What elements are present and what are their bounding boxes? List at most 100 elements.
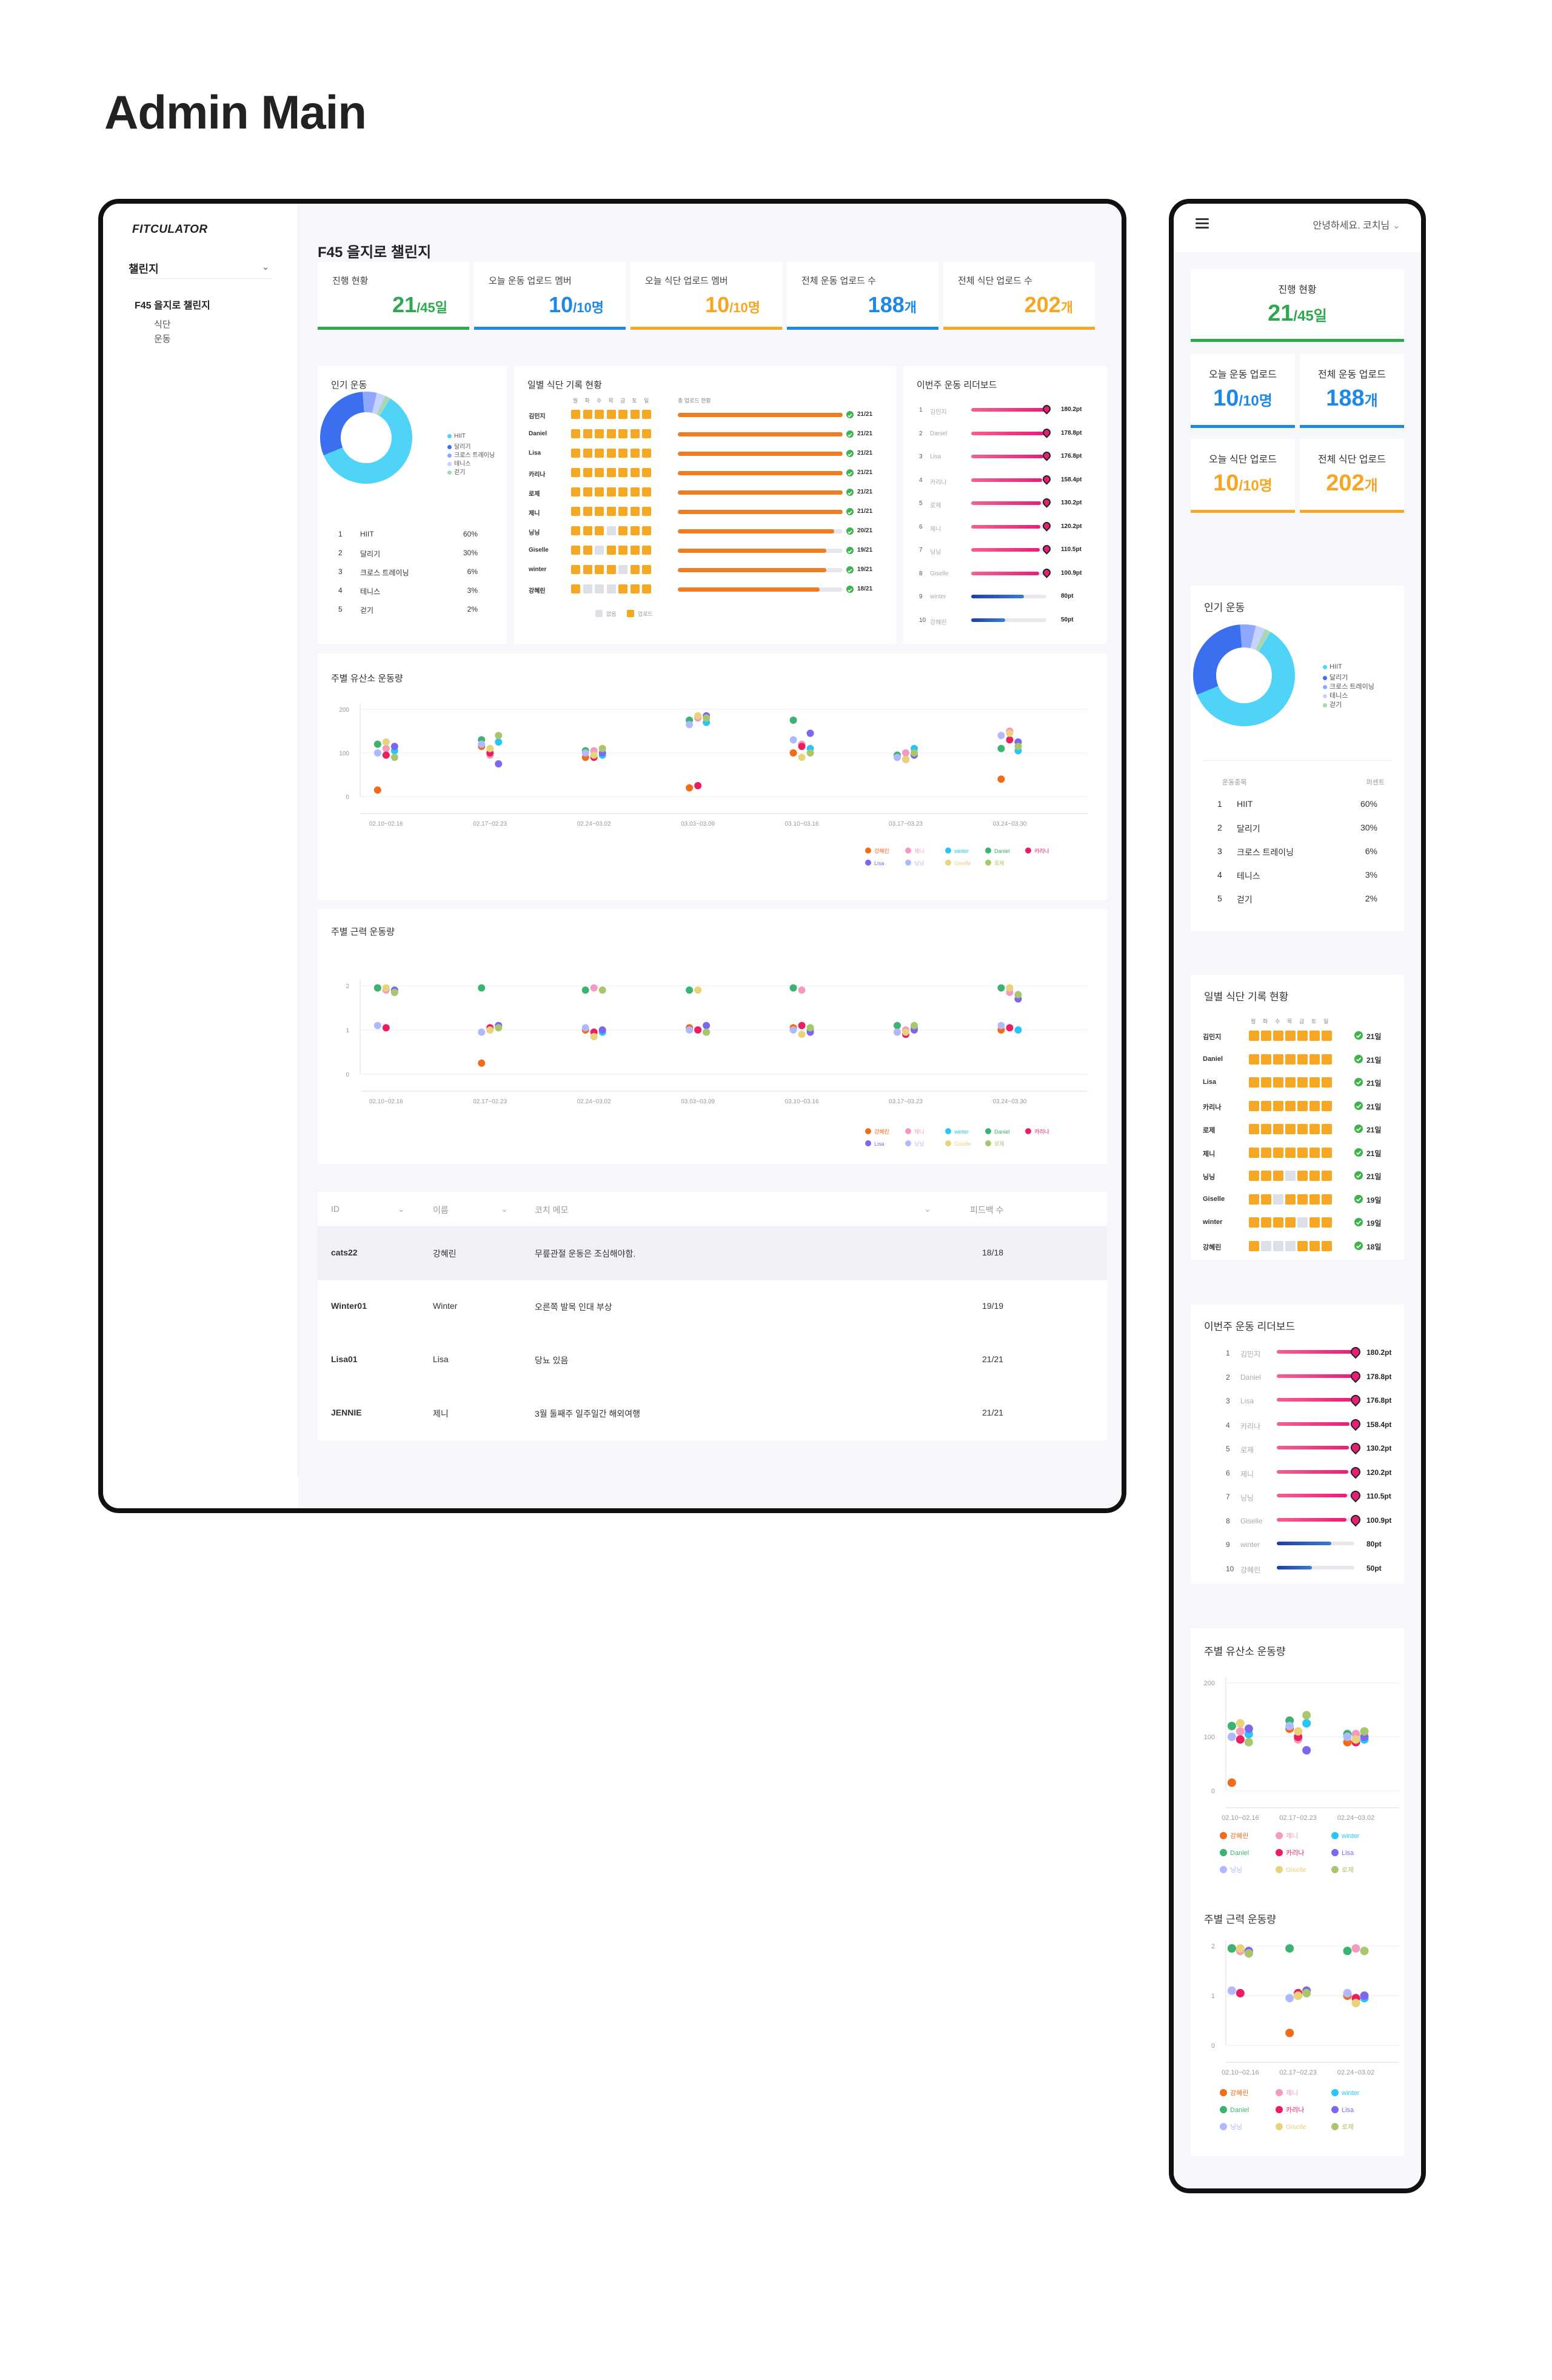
data-point[interactable] bbox=[598, 986, 606, 994]
diet-uploaded-cell[interactable] bbox=[1285, 1147, 1296, 1158]
data-point[interactable] bbox=[382, 751, 390, 759]
diet-uploaded-cell[interactable] bbox=[1273, 1171, 1283, 1181]
data-point[interactable] bbox=[789, 984, 797, 992]
diet-uploaded-cell[interactable] bbox=[1273, 1077, 1283, 1088]
diet-missing-cell[interactable] bbox=[1261, 1240, 1271, 1251]
diet-uploaded-cell[interactable] bbox=[1249, 1217, 1259, 1228]
table-row[interactable]: Lisa01 Lisa 당뇨 있음 21/21 bbox=[318, 1334, 1107, 1387]
diet-missing-cell[interactable] bbox=[1297, 1217, 1308, 1228]
diet-uploaded-cell[interactable] bbox=[1322, 1077, 1332, 1088]
data-point[interactable] bbox=[390, 743, 398, 750]
data-point[interactable] bbox=[382, 738, 390, 746]
data-point[interactable] bbox=[703, 714, 711, 722]
diet-uploaded-cell[interactable] bbox=[571, 546, 580, 555]
data-point[interactable] bbox=[1227, 1722, 1236, 1731]
data-point[interactable] bbox=[478, 1028, 486, 1036]
data-point[interactable] bbox=[694, 986, 702, 994]
diet-uploaded-cell[interactable] bbox=[630, 429, 640, 438]
diet-uploaded-cell[interactable] bbox=[1297, 1147, 1308, 1158]
data-point[interactable] bbox=[382, 744, 390, 752]
diet-uploaded-cell[interactable] bbox=[1285, 1031, 1296, 1041]
data-point[interactable] bbox=[495, 760, 503, 767]
data-point[interactable] bbox=[1360, 1727, 1369, 1736]
data-point[interactable] bbox=[1294, 1727, 1303, 1736]
data-point[interactable] bbox=[495, 738, 503, 746]
data-point[interactable] bbox=[1351, 1999, 1360, 2008]
diet-uploaded-cell[interactable] bbox=[1297, 1124, 1308, 1134]
diet-uploaded-cell[interactable] bbox=[583, 429, 592, 438]
diet-uploaded-cell[interactable] bbox=[1249, 1124, 1259, 1134]
diet-uploaded-cell[interactable] bbox=[1285, 1077, 1296, 1088]
diet-uploaded-cell[interactable] bbox=[1261, 1217, 1271, 1228]
diet-missing-cell[interactable] bbox=[1273, 1194, 1283, 1205]
diet-uploaded-cell[interactable] bbox=[1273, 1054, 1283, 1065]
diet-uploaded-cell[interactable] bbox=[630, 449, 640, 458]
data-point[interactable] bbox=[686, 986, 694, 994]
diet-uploaded-cell[interactable] bbox=[642, 468, 651, 477]
diet-uploaded-cell[interactable] bbox=[1285, 1194, 1296, 1205]
data-point[interactable] bbox=[789, 736, 797, 744]
diet-uploaded-cell[interactable] bbox=[642, 410, 651, 419]
diet-uploaded-cell[interactable] bbox=[1322, 1124, 1332, 1134]
data-point[interactable] bbox=[1302, 1711, 1311, 1720]
data-point[interactable] bbox=[373, 984, 381, 992]
diet-uploaded-cell[interactable] bbox=[1322, 1240, 1332, 1251]
data-point[interactable] bbox=[478, 740, 486, 748]
data-point[interactable] bbox=[902, 1028, 909, 1036]
data-point[interactable] bbox=[581, 1024, 589, 1032]
data-point[interactable] bbox=[997, 984, 1005, 992]
data-point[interactable] bbox=[581, 749, 589, 757]
data-point[interactable] bbox=[1236, 1944, 1245, 1953]
diet-uploaded-cell[interactable] bbox=[595, 468, 604, 477]
diet-uploaded-cell[interactable] bbox=[1310, 1100, 1320, 1111]
data-point[interactable] bbox=[486, 1026, 494, 1034]
data-point[interactable] bbox=[789, 717, 797, 724]
data-point[interactable] bbox=[806, 1024, 814, 1032]
diet-uploaded-cell[interactable] bbox=[1322, 1147, 1332, 1158]
diet-uploaded-cell[interactable] bbox=[1285, 1124, 1296, 1134]
diet-uploaded-cell[interactable] bbox=[1273, 1147, 1283, 1158]
data-point[interactable] bbox=[997, 744, 1005, 752]
diet-uploaded-cell[interactable] bbox=[606, 429, 616, 438]
diet-uploaded-cell[interactable] bbox=[571, 487, 580, 496]
diet-uploaded-cell[interactable] bbox=[1310, 1171, 1320, 1181]
diet-uploaded-cell[interactable] bbox=[630, 584, 640, 593]
diet-uploaded-cell[interactable] bbox=[1261, 1124, 1271, 1134]
diet-uploaded-cell[interactable] bbox=[1249, 1077, 1259, 1088]
diet-missing-cell[interactable] bbox=[606, 526, 616, 535]
diet-uploaded-cell[interactable] bbox=[630, 487, 640, 496]
data-point[interactable] bbox=[1244, 1737, 1253, 1747]
diet-uploaded-cell[interactable] bbox=[630, 507, 640, 516]
diet-uploaded-cell[interactable] bbox=[571, 584, 580, 593]
data-point[interactable] bbox=[798, 986, 806, 994]
data-point[interactable] bbox=[798, 743, 806, 750]
data-point[interactable] bbox=[1360, 1991, 1369, 2000]
data-point[interactable] bbox=[590, 984, 598, 992]
diet-missing-cell[interactable] bbox=[1273, 1240, 1283, 1251]
diet-uploaded-cell[interactable] bbox=[571, 526, 580, 535]
diet-uploaded-cell[interactable] bbox=[583, 507, 592, 516]
diet-uploaded-cell[interactable] bbox=[571, 410, 580, 419]
diet-uploaded-cell[interactable] bbox=[1273, 1124, 1283, 1134]
hamburger-menu-icon[interactable] bbox=[1196, 218, 1209, 231]
data-point[interactable] bbox=[894, 754, 901, 761]
data-point[interactable] bbox=[590, 751, 598, 759]
diet-uploaded-cell[interactable] bbox=[618, 526, 627, 535]
col-id[interactable]: ID bbox=[331, 1204, 340, 1214]
data-point[interactable] bbox=[495, 1024, 503, 1032]
table-row[interactable]: Winter01 Winter 오른쪽 발목 인대 부상 19/19 bbox=[318, 1280, 1107, 1334]
diet-uploaded-cell[interactable] bbox=[1310, 1147, 1320, 1158]
data-point[interactable] bbox=[1302, 1719, 1311, 1728]
diet-uploaded-cell[interactable] bbox=[571, 449, 580, 458]
data-point[interactable] bbox=[1302, 1746, 1311, 1755]
data-point[interactable] bbox=[694, 1026, 702, 1034]
data-point[interactable] bbox=[581, 986, 589, 994]
diet-uploaded-cell[interactable] bbox=[606, 410, 616, 419]
data-point[interactable] bbox=[798, 1031, 806, 1038]
data-point[interactable] bbox=[1343, 1988, 1352, 1997]
diet-uploaded-cell[interactable] bbox=[1261, 1031, 1271, 1041]
data-point[interactable] bbox=[1351, 1735, 1360, 1744]
diet-uploaded-cell[interactable] bbox=[583, 410, 592, 419]
diet-uploaded-cell[interactable] bbox=[1249, 1054, 1259, 1065]
data-point[interactable] bbox=[997, 732, 1005, 740]
